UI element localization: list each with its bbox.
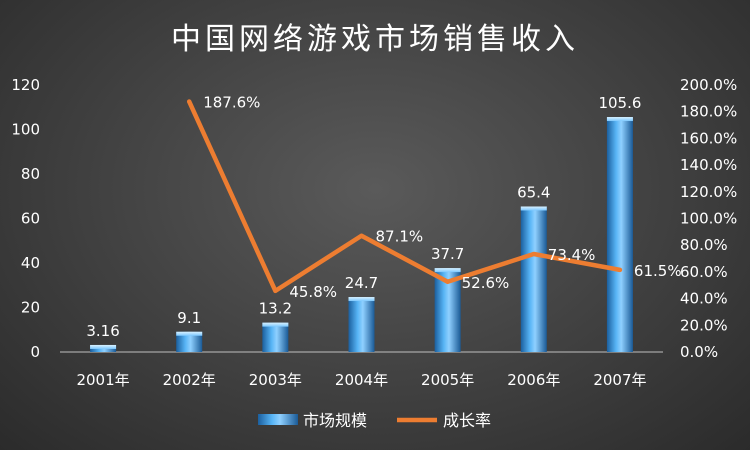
bar-cap (90, 344, 117, 349)
bar-cap (176, 331, 203, 336)
growth-data-label: 187.6% (203, 94, 260, 112)
bar (520, 206, 547, 352)
y-right-tick-label: 20.0% (680, 316, 728, 334)
growth-point (617, 267, 622, 272)
y-right-tick-label: 140.0% (680, 156, 737, 174)
y-left-tick-label: 20 (21, 299, 40, 317)
growth-data-label: 61.5% (634, 262, 682, 280)
bar-cap (520, 206, 547, 211)
y-right-tick-label: 180.0% (680, 103, 737, 121)
growth-data-label: 45.8% (289, 283, 337, 301)
growth-point (531, 252, 536, 257)
y-left-tick-label: 100 (11, 121, 40, 139)
y-left-tick-label: 40 (21, 254, 40, 272)
y-right-tick-label: 60.0% (680, 263, 728, 281)
growth-data-label: 52.6% (462, 274, 510, 292)
bar-cap (606, 117, 633, 122)
growth-line (186, 99, 623, 294)
x-tick-label: 2001年 (76, 371, 129, 389)
bar-data-label: 9.1 (177, 309, 201, 327)
x-tick-label: 2005年 (421, 371, 474, 389)
bar-data-label: 13.2 (259, 300, 292, 318)
growth-data-label: 73.4% (548, 246, 596, 264)
growth-point (359, 233, 364, 238)
x-tick-label: 2002年 (163, 371, 216, 389)
y-right-tick-label: 160.0% (680, 129, 737, 147)
y-right-tick-label: 120.0% (680, 183, 737, 201)
bar-cap (434, 268, 461, 273)
y-left-tick-label: 0 (30, 343, 40, 361)
bar-data-label: 24.7 (345, 274, 378, 292)
y-right-tick-label: 0.0% (680, 343, 718, 361)
y-right-tick-label: 40.0% (680, 290, 728, 308)
bar (262, 322, 289, 352)
x-tick-label: 2006年 (507, 371, 560, 389)
bar-cap (262, 322, 289, 327)
x-tick-label: 2003年 (249, 371, 302, 389)
chart-title: 中国网络游戏市场销售收入 (171, 22, 579, 57)
bar-cap (348, 297, 375, 302)
bar (348, 297, 375, 352)
y-left-tick-label: 120 (11, 76, 40, 94)
growth-point (187, 99, 192, 104)
growth-data-label: 87.1% (376, 228, 424, 246)
x-tick-label: 2007年 (593, 371, 646, 389)
bar-data-label: 65.4 (517, 183, 550, 201)
legend-bar-swatch (258, 414, 298, 425)
y-left-tick-label: 80 (21, 165, 40, 183)
y-right-tick-label: 100.0% (680, 210, 737, 228)
y-left-tick-label: 60 (21, 210, 40, 228)
growth-point (445, 279, 450, 284)
y-right-tick-label: 200.0% (680, 76, 737, 94)
legend-label-bar: 市场规模 (303, 411, 367, 430)
bar-data-label: 105.6 (598, 94, 641, 112)
legend-label-line: 成长率 (443, 411, 491, 430)
bar-data-label: 37.7 (431, 245, 464, 263)
bar (176, 331, 203, 352)
x-tick-label: 2004年 (335, 371, 388, 389)
bar-data-label: 3.16 (86, 322, 119, 340)
y-right-tick-label: 80.0% (680, 236, 728, 254)
bar (606, 117, 633, 352)
growth-point (273, 288, 278, 293)
